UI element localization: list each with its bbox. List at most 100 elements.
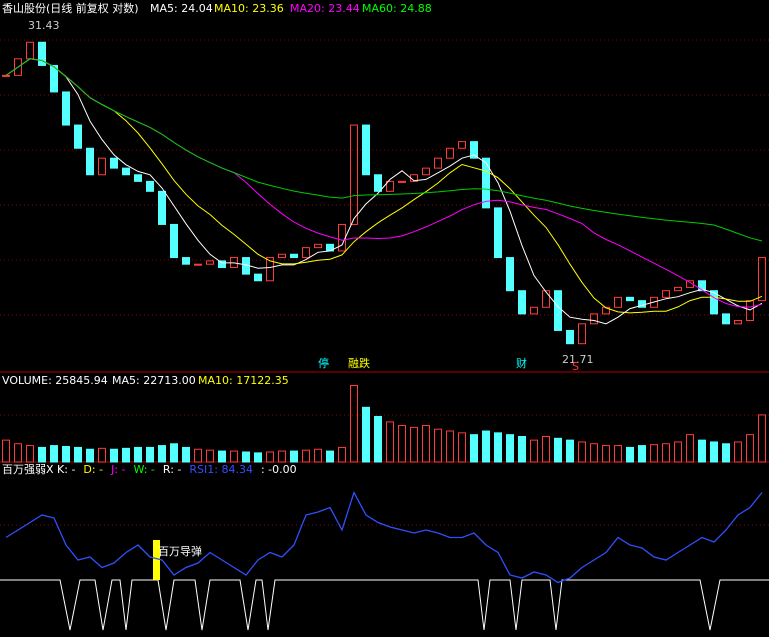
candle [194, 263, 202, 266]
marker: 融跌 [348, 356, 370, 370]
ma-line [5, 58, 763, 242]
candle [374, 174, 382, 192]
volume-bar [302, 449, 310, 463]
volume-bar [722, 443, 730, 463]
candle [434, 157, 442, 169]
candle [122, 167, 130, 176]
marker: S [572, 360, 579, 373]
volume-bar [482, 430, 490, 463]
volume-bar [38, 446, 46, 463]
indicator-label: : -0.00 [261, 463, 297, 476]
volume-bar [746, 434, 754, 463]
low-label: 21.71 [562, 353, 594, 366]
ma-line [5, 58, 763, 308]
candle [62, 91, 70, 126]
candle [86, 147, 94, 176]
volume-bar [662, 443, 670, 463]
volume-bar [470, 434, 478, 463]
candle [722, 313, 730, 325]
volume-bar [266, 451, 274, 463]
candle [662, 290, 670, 298]
candle [350, 124, 358, 225]
marker: 财 [516, 356, 527, 370]
volume-bar [74, 446, 82, 463]
volume-bar [50, 445, 58, 463]
candle [542, 290, 550, 308]
candle [386, 180, 394, 192]
volume-bar [2, 439, 10, 463]
candle [626, 296, 634, 302]
ma5-label: MA5: 24.04 [150, 2, 213, 15]
volume-bar [386, 421, 394, 463]
candle [302, 247, 310, 259]
candle [554, 290, 562, 331]
candle [422, 167, 430, 176]
volume-bar [578, 441, 586, 463]
indicator-label: 百万强弱X K: - [2, 463, 75, 476]
volume-bar [122, 447, 130, 463]
volume-bar [458, 432, 466, 463]
volume-bar [506, 434, 514, 463]
volume-bar [98, 447, 106, 463]
candle [566, 329, 574, 345]
candle [38, 41, 46, 66]
volume-bar [434, 428, 442, 463]
candle [266, 257, 274, 282]
candle [290, 253, 298, 259]
ma-line [5, 58, 763, 314]
volume-bar [158, 445, 166, 463]
candle [758, 257, 766, 302]
volume-bar [146, 446, 154, 463]
candle [650, 296, 658, 308]
candle [614, 296, 622, 308]
volume-bar [206, 449, 214, 463]
candle [26, 41, 34, 60]
candle [578, 323, 586, 345]
volume-bar [626, 446, 634, 463]
volume-bar [374, 415, 382, 463]
candle [206, 260, 214, 265]
volume-bar [686, 434, 694, 463]
candle [218, 260, 226, 269]
volume-bar [410, 426, 418, 463]
high-label: 31.43 [28, 19, 60, 32]
signal-label: 百万导弹 [158, 544, 202, 558]
candle [710, 290, 718, 315]
volume-bar [698, 439, 706, 463]
volume-bar [734, 441, 742, 463]
candle [446, 147, 454, 159]
volume-bar [566, 439, 574, 463]
ma60-label: MA60: 24.88 [362, 2, 432, 15]
volume-bar [314, 448, 322, 463]
volume-bar [290, 450, 298, 463]
candle [734, 320, 742, 325]
volume-bar [134, 446, 142, 463]
ma10-label: MA10: 23.36 [214, 2, 284, 15]
volume-bar [494, 432, 502, 463]
candle [74, 124, 82, 149]
candle [698, 280, 706, 292]
volume-bar [230, 450, 238, 463]
volume-bar [614, 445, 622, 463]
indicator-label: RSI1: 84.34 [189, 463, 253, 476]
volume-bar [110, 448, 118, 463]
volume-bar [350, 384, 358, 463]
volume-bar [542, 435, 550, 463]
candle [458, 141, 466, 149]
candle [98, 157, 106, 176]
volume-ma10: MA10: 17122.35 [198, 374, 289, 387]
volume-bar [518, 435, 526, 463]
candle [146, 180, 154, 192]
candle [14, 58, 22, 76]
candle [506, 257, 514, 292]
candle [338, 223, 346, 252]
volume-bar [194, 448, 202, 463]
marker: 停 [318, 356, 329, 370]
volume-bar [602, 445, 610, 463]
candle [50, 64, 58, 93]
volume-bar [170, 443, 178, 463]
candle [2, 74, 10, 77]
ma20-label: MA20: 23.44 [290, 2, 360, 15]
volume-bar [14, 443, 22, 463]
